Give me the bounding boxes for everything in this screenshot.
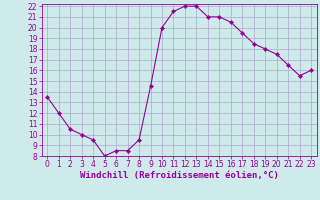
X-axis label: Windchill (Refroidissement éolien,°C): Windchill (Refroidissement éolien,°C) [80, 171, 279, 180]
